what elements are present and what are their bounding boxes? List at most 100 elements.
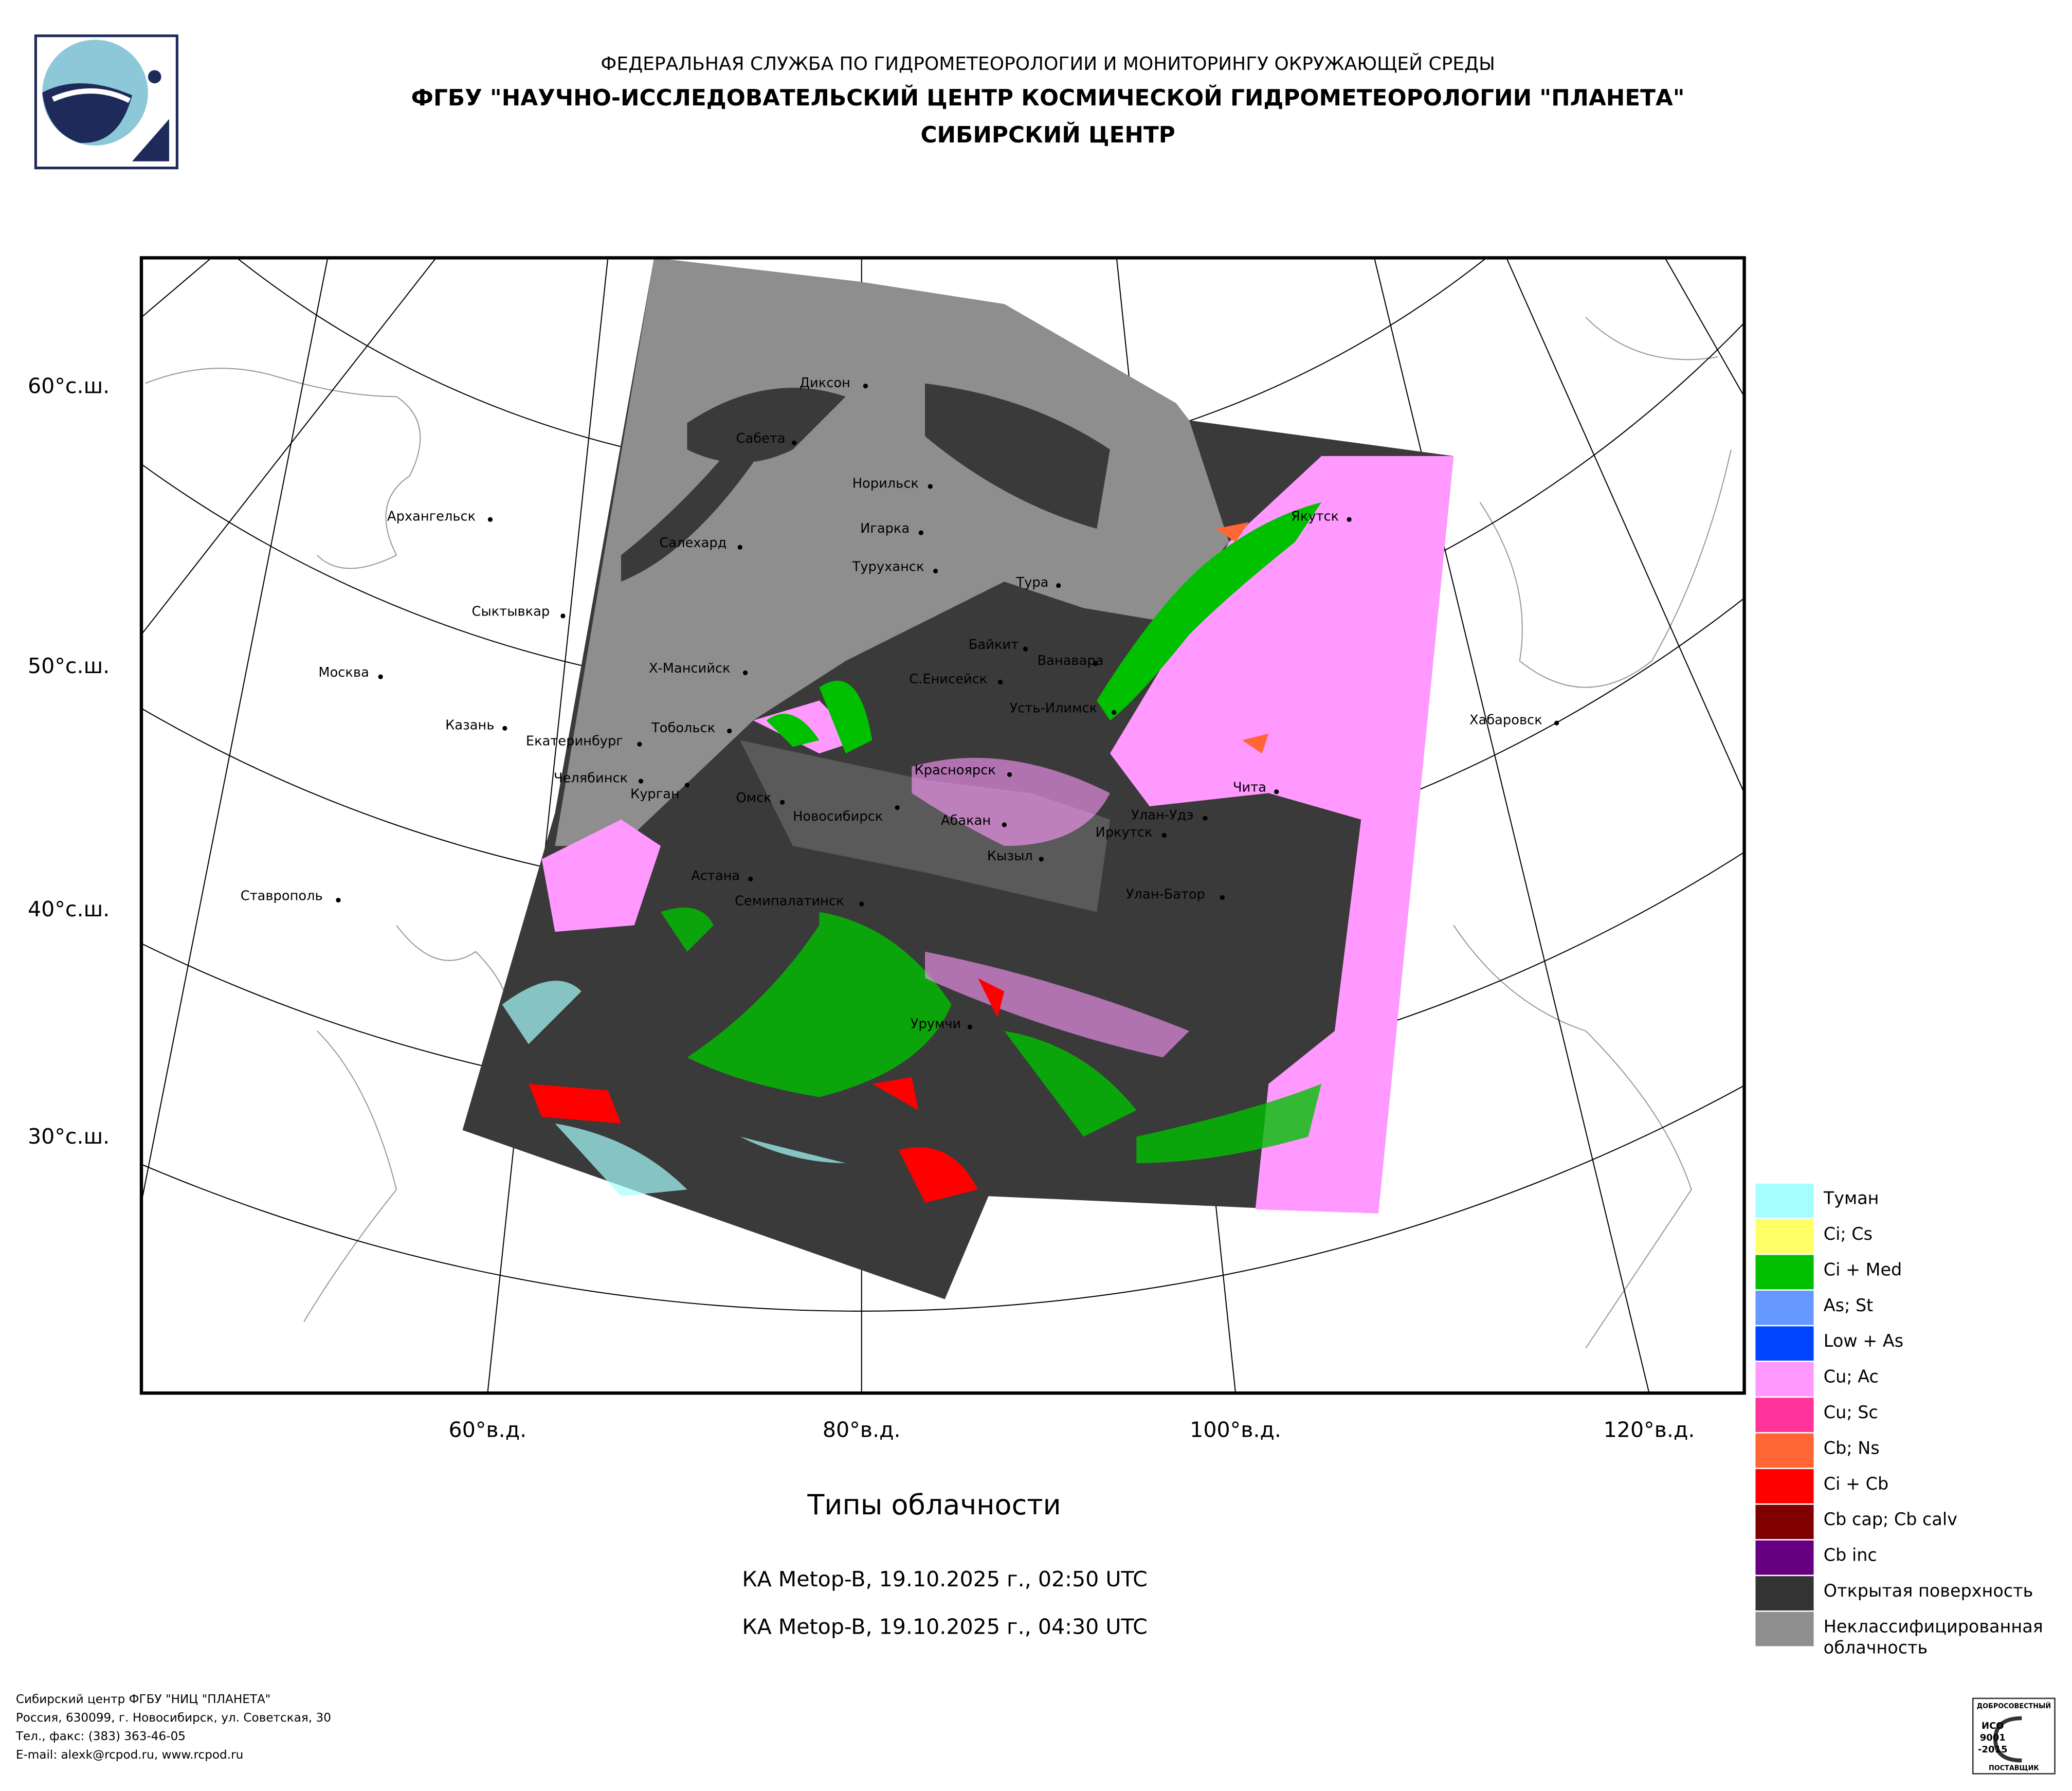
city-dot [560,613,566,619]
legend-swatch [1754,1361,1815,1398]
city-dot [792,440,797,445]
footer-line: Тел., факс: (383) 363-46-05 [15,1730,186,1743]
city-label: Байкит [969,637,1019,653]
legend-label: Low + As [1823,1332,1904,1352]
city-label: Семипалатинск [735,894,844,909]
legend-swatch [1754,1468,1815,1505]
pass-line: КА Metop-B, 19.10.2025 г., 02:50 UTC [742,1567,1147,1591]
city-label: Иркутск [1096,825,1153,840]
city-dot [1554,720,1559,726]
city-dot [378,674,383,679]
legend-label: Ci + Med [1823,1261,1902,1281]
city-label: Ставрополь [241,888,323,903]
legend-swatch [1754,1289,1815,1327]
logo [34,34,178,170]
city-label: Х-Мансийск [649,661,731,676]
legend-swatch [1754,1539,1815,1577]
city-label: Урумчи [911,1017,961,1032]
city-dot [1220,895,1225,900]
city-dot [779,800,785,805]
longitude-label: 120°в.д. [1604,1418,1695,1442]
city-label: Тура [1015,575,1048,590]
city-label: Астана [691,869,740,884]
cities: Диксон Сабета Норильск Игарка Салехард Туруха… [241,375,1559,1032]
city-label: Красноярск [915,763,996,778]
legend-label-box: Cb cap; Cb calv [1823,1510,1957,1531]
legend-label: Cb inc [1823,1546,1877,1566]
legend-label: Открытая поверхность [1823,1582,2033,1602]
city-label: Якутск [1291,509,1339,524]
legend-label-box: Неклассифицированная облачность [1823,1618,2043,1659]
legend-label: Cb; Ns [1823,1439,1880,1459]
legend-label: Cu; Ac [1823,1368,1879,1388]
graticule-labels: 60°с.ш. 50°с.ш. 40°с.ш. 30°с.ш. 60°в.д. 80°в.… [28,373,1695,1442]
city-dot [727,728,732,734]
city-dot [895,805,900,810]
city-label: Казань [445,718,494,733]
city-label: Салехард [660,535,727,551]
legend-label: Ci + Cb [1823,1475,1889,1495]
certificate-line: ПОСТАВЩИК [1989,1765,2039,1772]
city-dot [336,897,341,903]
city-dot [684,783,690,788]
city-dot [997,679,1003,685]
city-dot [933,568,938,574]
city-label: Челябинск [554,771,628,786]
certificate-line: ДОБРОСОВЕСТНЫЙ [1977,1702,2051,1710]
legend-label-box: Открытая поверхность [1823,1582,2033,1602]
legend: Туман Ci; Cs Ci + Med As; St Low + As Cu; Ac C… [1754,1182,2043,1659]
legend-swatch [1754,1396,1815,1434]
legend-swatch [1754,1610,1815,1648]
pass-line: КА Metop-B, 19.10.2025 г., 04:30 UTC [742,1615,1147,1639]
footer-line: Сибирский центр ФГБУ "НИЦ "ПЛАНЕТА" [16,1693,271,1706]
legend-label-box: Cu; Ac [1823,1368,1879,1388]
legend-label-box: Ci; Cs [1824,1225,1873,1245]
city-dot [748,876,753,881]
satellite-image [462,258,1454,1299]
longitude-label: 80°в.д. [823,1418,901,1442]
legend-label-box: Low + As [1823,1332,1904,1352]
legend-label-box: Cb inc [1823,1546,1877,1566]
coastlines [145,317,1732,1349]
city-dot [1023,646,1028,652]
legend-swatch [1754,1503,1815,1541]
latitude-label: 40°с.ш. [28,897,110,921]
city-dot [737,545,742,550]
city-dot [1347,517,1352,522]
city-dot [1002,822,1007,827]
passes: КА Metop-B, 19.10.2025 г., 02:50 UTC КА M… [742,1567,1147,1639]
legend-label: Неклассифицированная облачность [1823,1618,2043,1659]
legend-label: Туман [1823,1189,1879,1209]
latitude-label: 30°с.ш. [28,1124,110,1149]
city-label: Улан-Удэ [1131,808,1193,823]
legend-label-box: Ci + Cb [1823,1475,1889,1495]
footer-line: E-mail: alexk@rcpod.ru, www.rcpod.ru [16,1748,243,1762]
city-dot [487,517,493,522]
city-label: Усть-Илимск [1010,700,1098,716]
city-dot [637,741,642,747]
city-dot [863,384,868,389]
legend-swatch [1754,1575,1815,1612]
city-label: С.Енисейск [909,672,987,687]
legend-swatch [1754,1218,1815,1255]
city-dot [742,670,748,676]
certificate-line: ИСО [1982,1721,2004,1731]
city-label: Диксон [799,375,850,391]
legend-swatch [1754,1254,1815,1291]
city-label: Сыктывкар [472,604,550,620]
legend-label: Cb cap; Cb calv [1823,1510,1957,1531]
city-dot [967,1024,973,1029]
city-dot [918,530,924,535]
city-dot [928,484,933,489]
city-label: Норильск [852,476,919,491]
city-dot [1274,789,1279,794]
city-label: Архангельск [387,509,476,524]
longitude-label: 60°в.д. [449,1418,527,1442]
city-label: Екатеринбург [526,734,623,749]
legend-label-box: Ci + Med [1823,1261,1902,1281]
organization: ФГБУ "НАУЧНО-ИССЛЕДОВАТЕЛЬСКИЙ ЦЕНТР КОС… [411,84,1685,111]
longitude-label: 100°в.д. [1190,1418,1281,1442]
